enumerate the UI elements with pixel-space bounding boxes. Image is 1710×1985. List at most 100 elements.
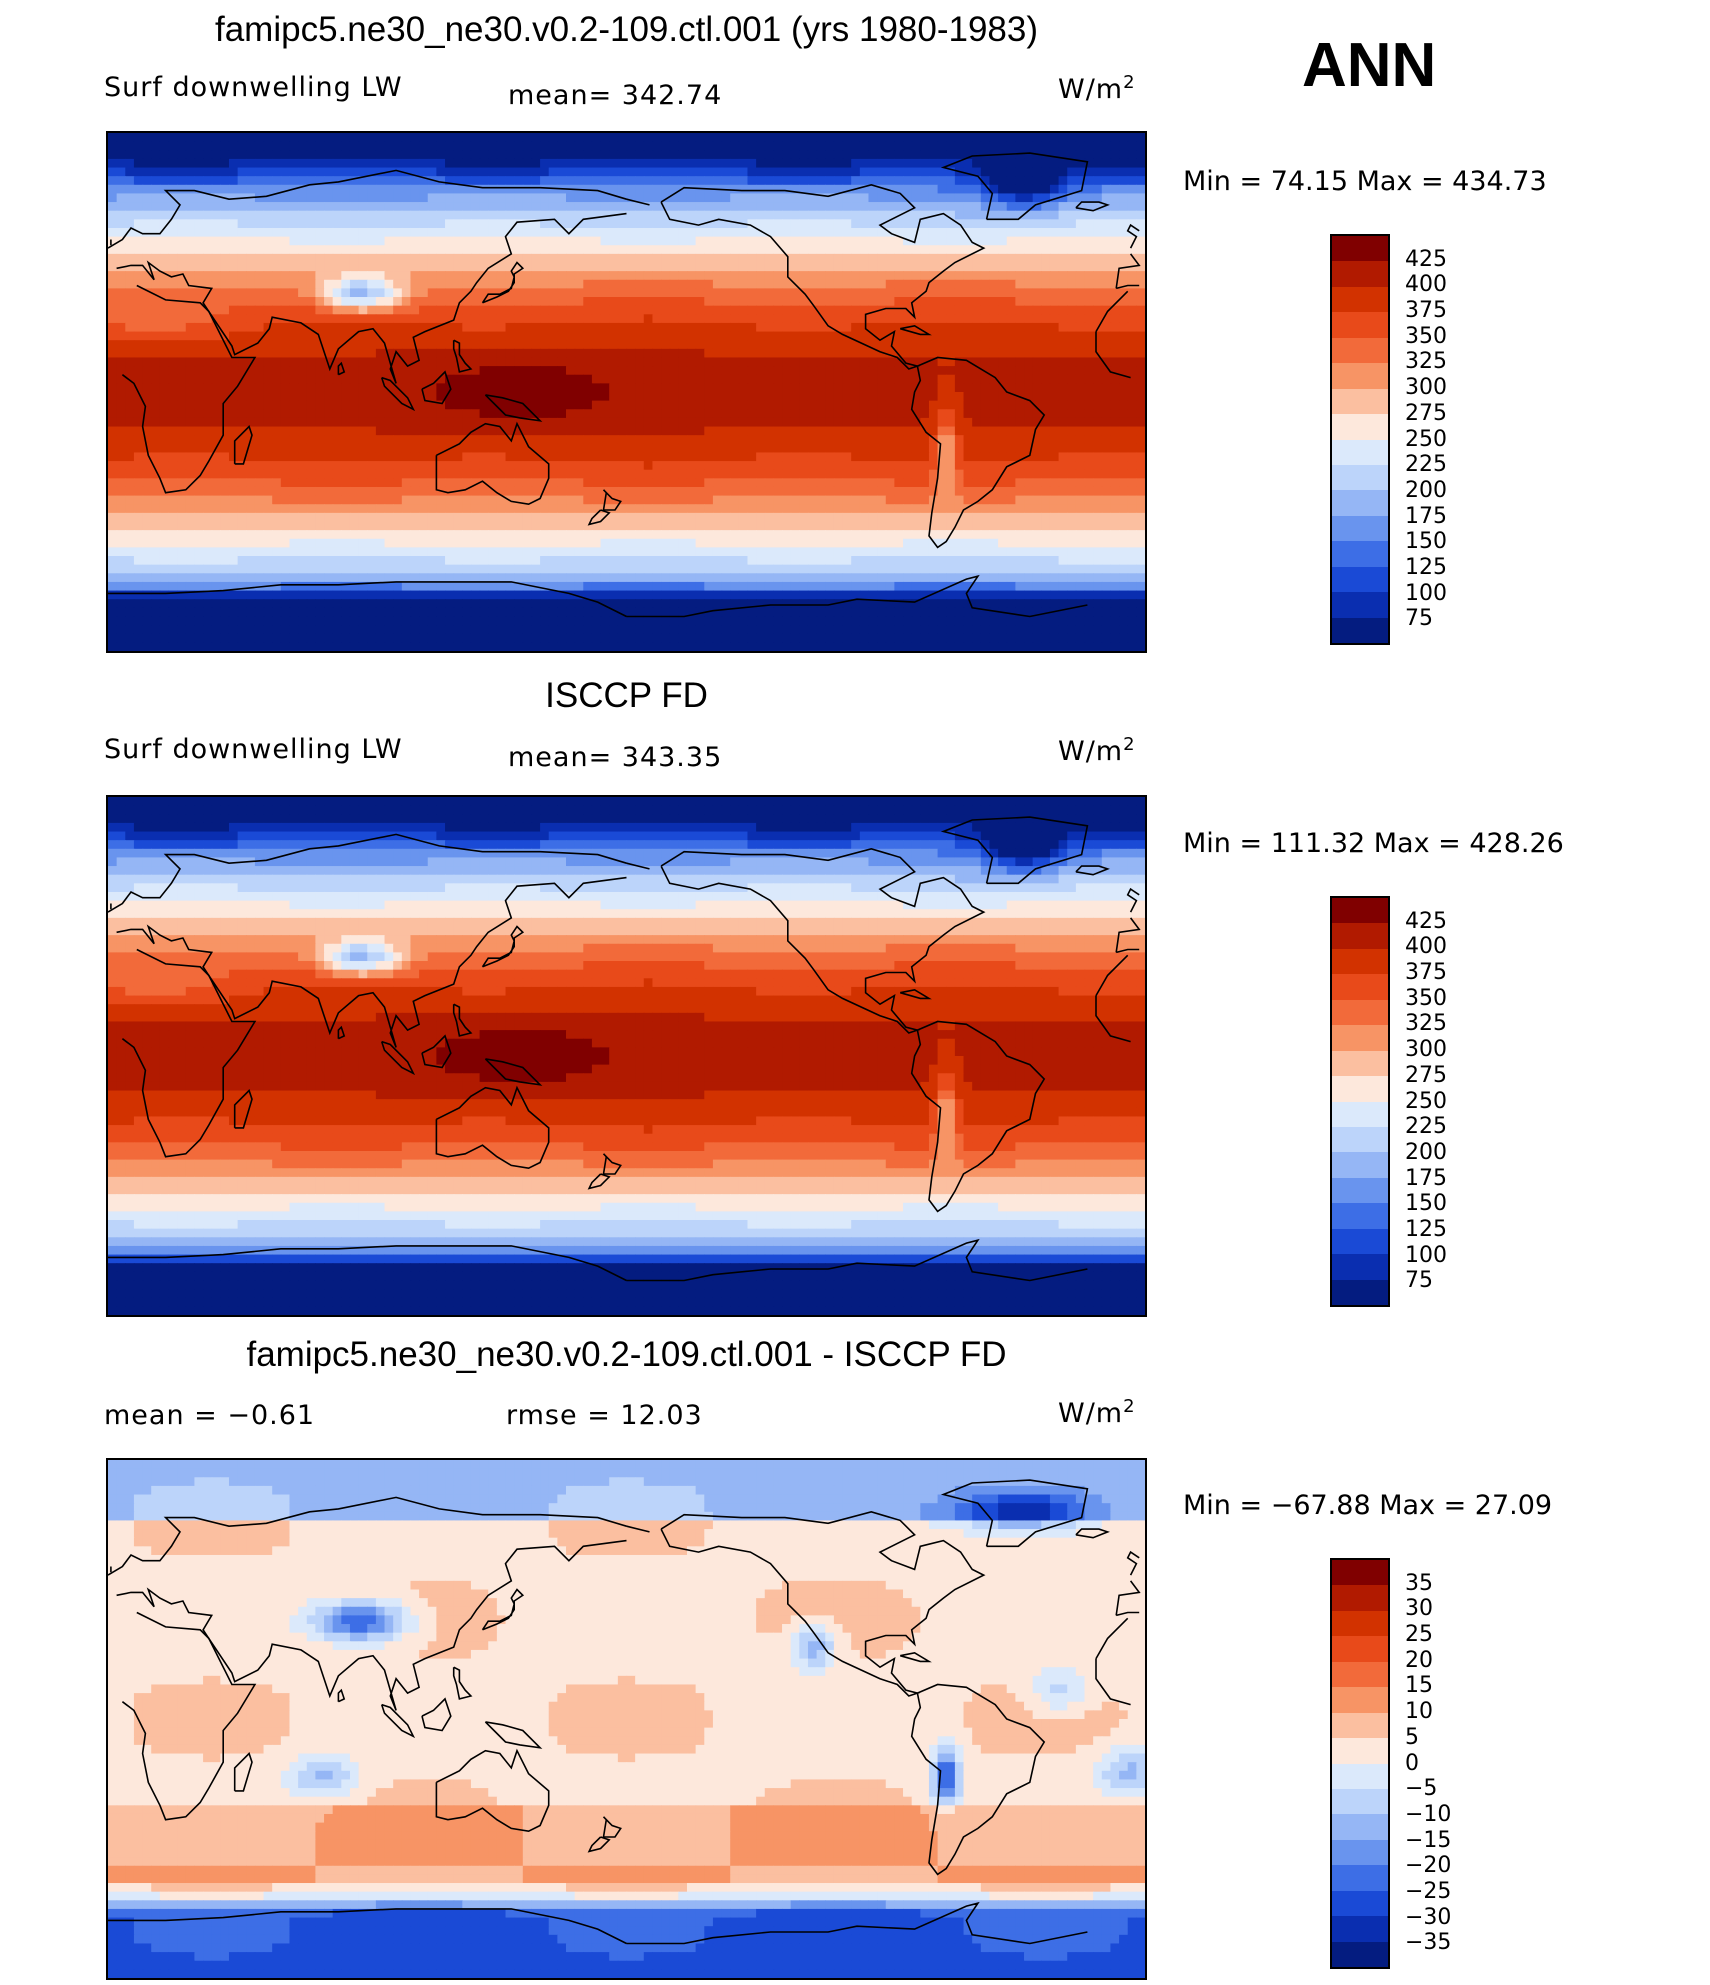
field-cell [228, 141, 239, 151]
field-cell [1032, 167, 1042, 177]
field-cell [747, 253, 757, 264]
field-cell [116, 297, 126, 307]
field-cell [496, 392, 507, 402]
field-cell [946, 305, 956, 315]
field-cell [341, 141, 351, 151]
field-cell [894, 400, 904, 410]
field-cell [920, 452, 930, 462]
field-cell [695, 374, 705, 384]
field-cell [686, 469, 697, 479]
field-cell [609, 219, 619, 229]
field-cell [868, 469, 878, 479]
field-cell [669, 331, 679, 341]
field-cell [600, 435, 610, 445]
field-cell [548, 443, 558, 454]
field-cell [730, 202, 740, 212]
field-cell [505, 158, 515, 169]
field-cell [142, 271, 152, 281]
field-cell [254, 340, 265, 350]
field-cell [903, 461, 913, 471]
field-cell [885, 202, 895, 212]
field-cell [1093, 202, 1103, 212]
field-cell [298, 271, 308, 281]
field-cell [669, 236, 679, 246]
field-cell [1084, 348, 1094, 359]
field-cell [1067, 348, 1077, 359]
field-cell [583, 340, 593, 350]
field-cell [401, 409, 412, 419]
field-cell [280, 348, 291, 359]
field-cell [799, 253, 809, 264]
field-cell [574, 383, 584, 393]
field-cell [393, 253, 403, 264]
field-cell [185, 478, 196, 488]
field-cell [738, 150, 749, 160]
field-cell [1049, 383, 1060, 393]
field-cell [617, 158, 628, 169]
field-cell [1049, 271, 1060, 281]
field-cell [341, 374, 351, 384]
field-cell [168, 227, 178, 238]
field-cell [816, 158, 826, 169]
field-cell [695, 184, 705, 195]
field-cell [825, 348, 835, 359]
field-cell [764, 340, 775, 350]
field-cell [151, 184, 161, 195]
field-cell [669, 133, 679, 143]
field-cell [989, 392, 999, 402]
field-cell [531, 340, 541, 350]
field-cell [263, 348, 273, 359]
field-cell [548, 305, 558, 315]
field-cell [358, 158, 368, 169]
field-cell [272, 426, 282, 436]
field-cell [591, 314, 602, 324]
field-cell [470, 443, 481, 454]
field-cell [583, 400, 593, 410]
field-cell [574, 340, 584, 350]
field-cell [712, 417, 723, 428]
field-cell [825, 417, 835, 428]
field-cell [237, 357, 247, 367]
field-cell [540, 184, 550, 195]
field-cell [963, 435, 973, 445]
field-cell [721, 314, 731, 324]
field-cell [721, 383, 731, 393]
field-cell [756, 158, 766, 169]
field-cell [1084, 150, 1094, 160]
field-cell [211, 461, 221, 471]
field-cell [600, 253, 610, 264]
field-cell [133, 331, 144, 341]
field-cell [142, 340, 152, 350]
field-cell [263, 469, 273, 479]
field-cell [280, 400, 291, 410]
field-cell [954, 202, 965, 212]
field-cell [1032, 305, 1042, 315]
field-cell [747, 374, 757, 384]
field-cell [289, 322, 299, 333]
field-cell [712, 340, 723, 350]
field-cell [937, 305, 947, 315]
field-cell [203, 392, 213, 402]
field-cell [1024, 245, 1034, 255]
field-cell [825, 314, 835, 324]
field-cell [1032, 279, 1042, 289]
field-cell [367, 253, 377, 264]
field-cell [289, 133, 299, 143]
field-cell [833, 236, 844, 246]
field-cell [367, 417, 377, 428]
field-cell [203, 150, 213, 160]
field-cell [747, 141, 757, 151]
field-cell [1075, 426, 1086, 436]
field-cell [505, 236, 515, 246]
field-cell [341, 417, 351, 428]
field-cell [903, 374, 913, 384]
field-cell [704, 409, 714, 419]
field-cell [410, 176, 420, 186]
field-cell [479, 236, 489, 246]
field-cell [522, 486, 533, 497]
field-cell [246, 227, 256, 238]
field-cell [177, 219, 187, 229]
field-cell [540, 219, 550, 229]
field-cell [159, 409, 170, 419]
field-cell [375, 409, 386, 419]
